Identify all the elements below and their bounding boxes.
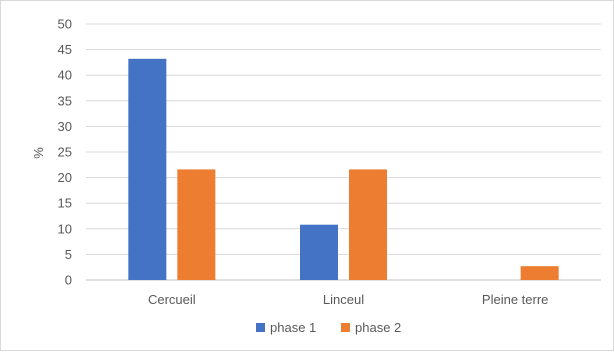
y-tick-label: 50: [58, 17, 72, 32]
bar: [177, 169, 216, 280]
legend-swatch: [341, 323, 350, 332]
y-tick-label: 25: [58, 145, 72, 160]
y-tick-label: 10: [58, 221, 72, 236]
y-tick-label: 45: [58, 42, 72, 57]
y-tick-label: 30: [58, 119, 72, 134]
legend: phase 1 phase 2: [256, 320, 401, 335]
legend-label: phase 1: [270, 320, 316, 335]
bar: [520, 266, 559, 280]
legend-label: phase 2: [355, 320, 401, 335]
y-tick-label: 5: [65, 247, 72, 262]
x-tick-label: Pleine terre: [482, 292, 548, 307]
y-tick-label: 40: [58, 68, 72, 83]
x-tick-label: Linceul: [323, 292, 364, 307]
bar: [300, 224, 338, 280]
bar: [349, 169, 387, 280]
legend-swatch: [256, 323, 265, 332]
y-tick-label: 0: [65, 273, 72, 288]
chart: 0 5 10 15 20 25 30 35 40 45 50 Cercueil Linceul Plei…: [31, 17, 601, 335]
y-axis-label: %: [31, 147, 46, 159]
grid-lines: [86, 23, 601, 281]
y-tick-label: 15: [58, 196, 72, 211]
bars: [128, 58, 559, 281]
y-tick-label: 20: [58, 170, 72, 185]
bar: [128, 58, 167, 281]
y-tick-label: 35: [58, 93, 72, 108]
y-tick-labels: 0 5 10 15 20 25 30 35 40 45 50: [58, 17, 72, 288]
x-tick-label: Cercueil: [148, 292, 196, 307]
x-tick-labels: Cercueil Linceul Pleine terre: [148, 292, 548, 307]
